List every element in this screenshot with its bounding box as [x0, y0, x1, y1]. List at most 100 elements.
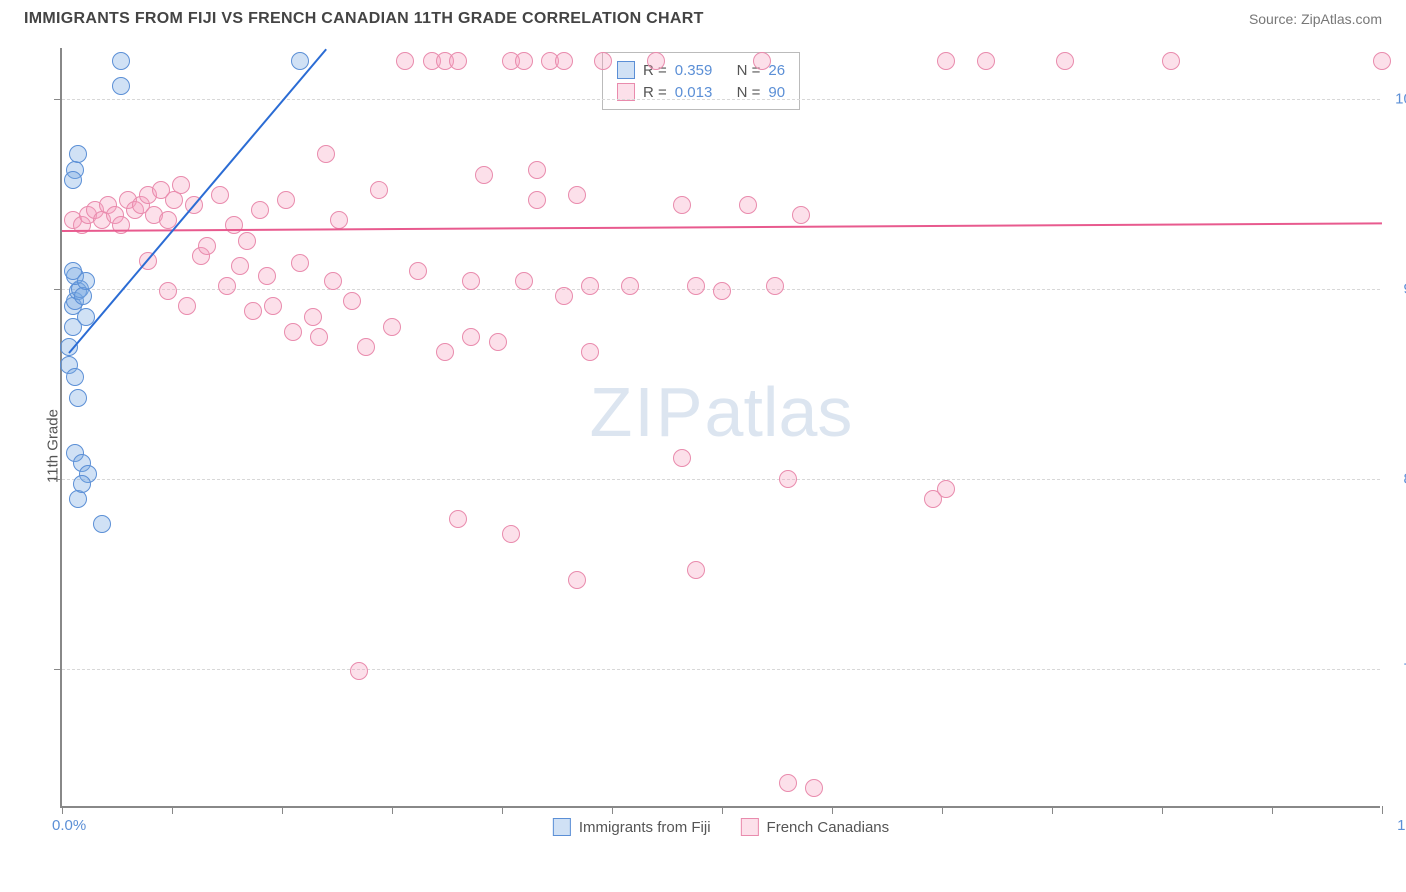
data-point-french	[502, 525, 520, 543]
x-tick	[612, 806, 613, 814]
data-point-fiji	[291, 52, 309, 70]
data-point-french	[370, 181, 388, 199]
data-point-french	[436, 343, 454, 361]
x-axis-min-label: 0.0%	[52, 817, 86, 834]
x-tick	[172, 806, 173, 814]
data-point-fiji	[66, 368, 84, 386]
data-point-french	[357, 338, 375, 356]
data-point-french	[343, 292, 361, 310]
x-axis-max-label: 100.0%	[1397, 817, 1406, 834]
watermark-zip: ZIP	[590, 373, 705, 451]
data-point-french	[475, 166, 493, 184]
x-tick	[1382, 806, 1383, 814]
data-point-french	[409, 262, 427, 280]
data-point-french	[647, 52, 665, 70]
data-point-french	[753, 52, 771, 70]
legend-row-french: R = 0.013 N = 90	[617, 81, 785, 103]
data-point-french	[568, 186, 586, 204]
data-point-french	[1162, 52, 1180, 70]
legend-item-fiji: Immigrants from Fiji	[553, 818, 711, 836]
data-point-french	[515, 52, 533, 70]
r-value-fiji: 0.359	[675, 62, 713, 79]
data-point-french	[673, 449, 691, 467]
swatch-fiji-icon	[617, 61, 635, 79]
data-point-french	[330, 211, 348, 229]
data-point-french	[211, 186, 229, 204]
data-point-french	[383, 318, 401, 336]
data-point-fiji	[69, 389, 87, 407]
data-point-french	[594, 52, 612, 70]
data-point-french	[251, 201, 269, 219]
swatch-fiji-icon	[553, 818, 571, 836]
data-point-french	[304, 308, 322, 326]
x-tick	[722, 806, 723, 814]
data-point-french	[218, 277, 236, 295]
data-point-french	[449, 510, 467, 528]
data-point-french	[291, 254, 309, 272]
data-point-french	[581, 343, 599, 361]
x-tick	[392, 806, 393, 814]
gridline	[62, 479, 1380, 480]
data-point-french	[284, 323, 302, 341]
data-point-fiji	[112, 52, 130, 70]
y-tick	[54, 479, 62, 480]
data-point-french	[792, 206, 810, 224]
data-point-french	[462, 272, 480, 290]
gridline	[62, 99, 1380, 100]
legend-item-french: French Canadians	[741, 818, 890, 836]
data-point-french	[739, 196, 757, 214]
n-value-fiji: 26	[768, 62, 785, 79]
data-point-fiji	[64, 171, 82, 189]
data-point-french	[555, 287, 573, 305]
source-label: Source: ZipAtlas.com	[1249, 11, 1382, 27]
gridline	[62, 669, 1380, 670]
data-point-french	[528, 161, 546, 179]
data-point-french	[779, 774, 797, 792]
y-tick	[54, 669, 62, 670]
y-tick	[54, 99, 62, 100]
legend-series: Immigrants from Fiji French Canadians	[553, 818, 889, 836]
data-point-fiji	[93, 515, 111, 533]
data-point-french	[528, 191, 546, 209]
x-tick	[62, 806, 63, 814]
data-point-french	[581, 277, 599, 295]
x-tick	[1162, 806, 1163, 814]
swatch-french-icon	[741, 818, 759, 836]
data-point-french	[462, 328, 480, 346]
x-tick	[1272, 806, 1273, 814]
data-point-french	[159, 282, 177, 300]
x-tick	[502, 806, 503, 814]
x-tick	[1052, 806, 1053, 814]
data-point-french	[766, 277, 784, 295]
data-point-french	[621, 277, 639, 295]
data-point-french	[779, 470, 797, 488]
data-point-fiji	[74, 287, 92, 305]
data-point-french	[244, 302, 262, 320]
data-point-french	[673, 196, 691, 214]
data-point-french	[713, 282, 731, 300]
data-point-french	[687, 277, 705, 295]
data-point-fiji	[69, 490, 87, 508]
data-point-french	[198, 237, 216, 255]
data-point-french	[1373, 52, 1391, 70]
data-point-french	[225, 216, 243, 234]
data-point-french	[515, 272, 533, 290]
watermark-atlas: atlas	[705, 373, 853, 451]
data-point-french	[238, 232, 256, 250]
data-point-french	[687, 561, 705, 579]
data-point-french	[310, 328, 328, 346]
legend-label-french: French Canadians	[767, 819, 890, 836]
data-point-french	[277, 191, 295, 209]
data-point-french	[231, 257, 249, 275]
data-point-french	[396, 52, 414, 70]
watermark: ZIPatlas	[590, 372, 853, 452]
data-point-fiji	[112, 77, 130, 95]
data-point-french	[317, 145, 335, 163]
data-point-french	[178, 297, 196, 315]
data-point-french	[489, 333, 507, 351]
data-point-french	[258, 267, 276, 285]
data-point-french	[937, 480, 955, 498]
x-tick	[832, 806, 833, 814]
data-point-french	[172, 176, 190, 194]
data-point-french	[555, 52, 573, 70]
